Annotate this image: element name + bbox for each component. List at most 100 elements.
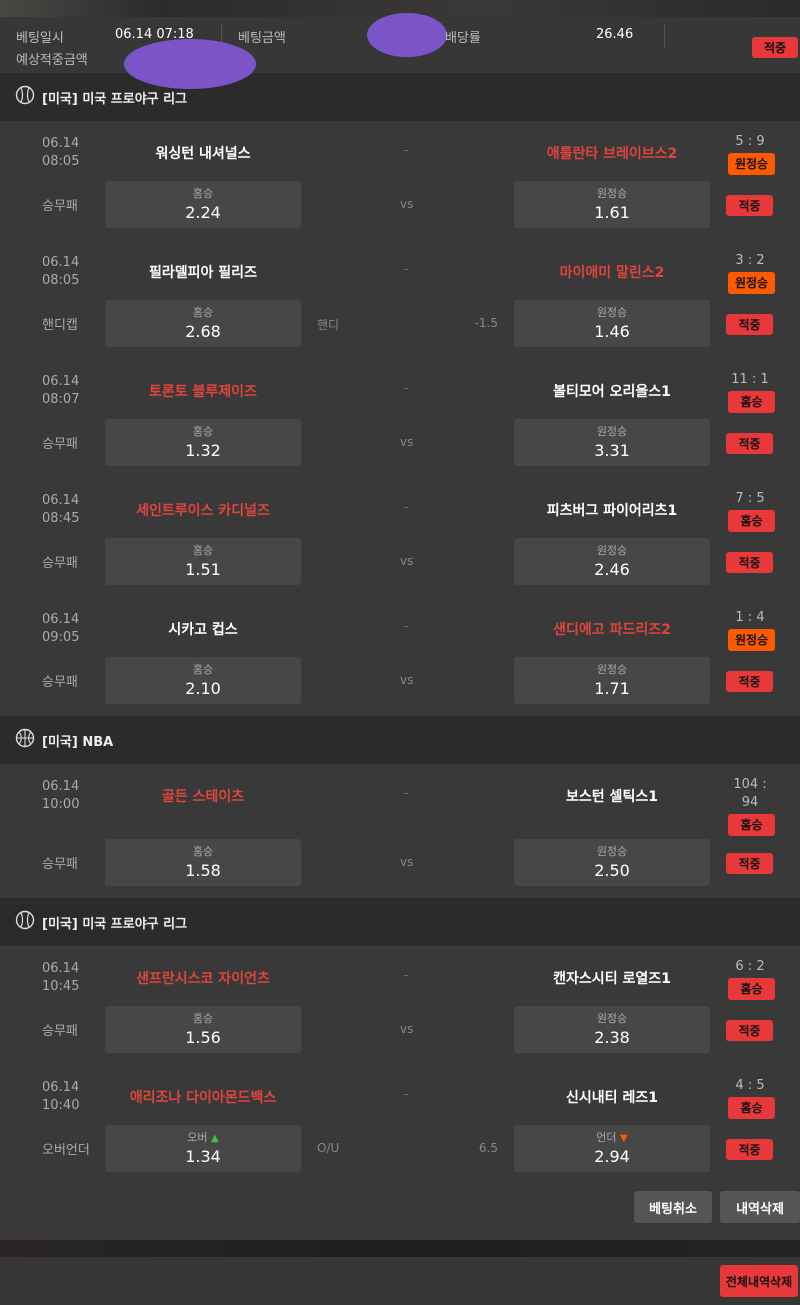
away-odds-button[interactable]: 원정승 1.71 bbox=[514, 657, 710, 704]
result-badge: 홈승 bbox=[728, 978, 775, 1000]
away-odds: 2.46 bbox=[594, 560, 630, 579]
line-value: -1.5 bbox=[474, 316, 498, 330]
away-odds: 1.71 bbox=[594, 679, 630, 698]
market-type: 승무패 bbox=[42, 199, 78, 214]
league-header: [미국] NBA bbox=[0, 716, 800, 764]
match-time: 10:40 bbox=[42, 1098, 80, 1113]
final-score: 5 : 9 원정승 bbox=[728, 133, 775, 175]
match-date: 06.14 bbox=[42, 612, 80, 627]
away-odds-button[interactable]: 원정승 2.38 bbox=[514, 1006, 710, 1053]
market-type: 승무패 bbox=[42, 437, 78, 452]
match-row: 06.14 10:00 골든 스테이츠 - 보스턴 셀틱스1 104 : 94 홈승… bbox=[0, 764, 800, 898]
home-odds-button[interactable]: 홈승 1.58 bbox=[105, 839, 301, 886]
home-odds: 2.10 bbox=[185, 679, 221, 698]
home-odds-button[interactable]: 홈승 1.56 bbox=[105, 1006, 301, 1053]
home-odds: 2.68 bbox=[185, 322, 221, 341]
score-text: 11 : 1 bbox=[731, 372, 769, 387]
away-odds-button[interactable]: 원정승 1.61 bbox=[514, 181, 710, 228]
away-option-label: 원정승 bbox=[596, 425, 628, 438]
match-datetime: 06.14 08:05 bbox=[42, 135, 79, 171]
away-odds-button[interactable]: 언더 ▼ 2.94 bbox=[514, 1125, 710, 1172]
home-option-label: 홈승 bbox=[192, 663, 214, 676]
match-datetime: 06.14 08:05 bbox=[42, 254, 79, 290]
match-datetime: 06.14 08:07 bbox=[42, 373, 79, 409]
delete-history-button[interactable]: 내역삭제 bbox=[720, 1191, 800, 1223]
home-odds-button[interactable]: 홈승 1.32 bbox=[105, 419, 301, 466]
home-odds: 1.56 bbox=[185, 1028, 221, 1047]
match-time: 10:00 bbox=[42, 797, 80, 812]
vs-label: vs bbox=[400, 673, 414, 687]
final-score: 4 : 5 홈승 bbox=[728, 1077, 775, 1119]
final-score: 1 : 4 원정승 bbox=[728, 609, 775, 651]
home-odds-button[interactable]: 홈승 2.24 bbox=[105, 181, 301, 228]
cancel-bet-button[interactable]: 베팅취소 bbox=[634, 1191, 712, 1223]
match-row: 06.14 09:05 시카고 컵스 - 샌디에고 파드리즈2 1 : 4 원정승 … bbox=[0, 597, 800, 716]
home-odds-button[interactable]: 홈승 2.68 bbox=[105, 300, 301, 347]
away-team: 마이애미 말린스2 bbox=[559, 265, 665, 281]
market-type: 승무패 bbox=[42, 556, 78, 571]
home-option-label: 오버 bbox=[187, 1131, 208, 1144]
bet-date-label: 베팅일시 bbox=[16, 31, 64, 46]
away-odds: 2.94 bbox=[594, 1147, 630, 1166]
away-odds-button[interactable]: 원정승 1.46 bbox=[514, 300, 710, 347]
arrow-up-icon: ▲ bbox=[211, 1133, 219, 1144]
away-odds-button[interactable]: 원정승 2.46 bbox=[514, 538, 710, 585]
top-banner bbox=[0, 0, 800, 17]
match-date: 06.14 bbox=[42, 779, 80, 794]
market-type: 승무패 bbox=[42, 1024, 78, 1039]
bet-list: [미국] 미국 프로야구 리그 06.14 08:05 워싱턴 내셔널스 - 애틀… bbox=[0, 73, 800, 1184]
final-score: 6 : 2 홈승 bbox=[728, 958, 775, 1000]
away-team: 샌디에고 파드리즈2 bbox=[553, 622, 671, 638]
match-row: 06.14 08:45 세인트루이스 카디널즈 - 피츠버그 파이어리츠1 7 :… bbox=[0, 478, 800, 597]
home-option-label: 홈승 bbox=[192, 1012, 214, 1025]
score-text: 5 : 9 bbox=[735, 134, 765, 149]
arrow-down-icon: ▼ bbox=[620, 1133, 628, 1144]
away-option-label: 원정승 bbox=[596, 306, 628, 319]
final-score: 7 : 5 홈승 bbox=[728, 490, 775, 532]
result-badge: 원정승 bbox=[728, 153, 775, 175]
footer: 전체내역삭제 bbox=[0, 1257, 800, 1305]
match-row: 06.14 10:40 애리조나 다이아몬드백스 - 신시내티 레즈1 4 : 5… bbox=[0, 1065, 800, 1184]
match-date: 06.14 bbox=[42, 374, 80, 389]
home-odds-button[interactable]: 홈승 2.10 bbox=[105, 657, 301, 704]
bet-amount-label: 베팅금액 bbox=[238, 31, 286, 46]
vs-label: vs bbox=[400, 1022, 414, 1036]
score-text: 3 : 2 bbox=[735, 253, 765, 268]
score-dash: - bbox=[404, 1087, 409, 1101]
home-odds-button[interactable]: 오버 ▲ 1.34 bbox=[105, 1125, 301, 1172]
away-odds-button[interactable]: 원정승 2.50 bbox=[514, 839, 710, 886]
hit-status-badge: 적중 bbox=[726, 853, 773, 874]
odds-value: 26.46 bbox=[596, 27, 634, 42]
hit-status-badge: 적중 bbox=[726, 195, 773, 216]
away-odds-button[interactable]: 원정승 3.31 bbox=[514, 419, 710, 466]
away-option-label: 원정승 bbox=[596, 663, 628, 676]
delete-all-history-button[interactable]: 전체내역삭제 bbox=[720, 1265, 798, 1297]
hit-status-badge: 적중 bbox=[726, 433, 773, 454]
divider bbox=[0, 1240, 800, 1257]
result-badge: 원정승 bbox=[728, 629, 775, 651]
match-time: 08:07 bbox=[42, 392, 80, 407]
hit-status-badge: 적중 bbox=[726, 1139, 773, 1160]
home-team: 애리조나 다이아몬드백스 bbox=[129, 1090, 277, 1106]
away-team: 피츠버그 파이어리츠1 bbox=[546, 503, 678, 519]
league-title: [미국] 미국 프로야구 리그 bbox=[42, 916, 188, 932]
market-mid-label: O/U bbox=[317, 1141, 340, 1155]
away-team: 캔자스시티 로열즈1 bbox=[553, 971, 671, 987]
away-option-label: 원정승 bbox=[596, 1012, 628, 1025]
away-team: 보스턴 셀틱스1 bbox=[566, 789, 658, 805]
score-text: 1 : 4 bbox=[735, 610, 765, 625]
bet-date-value: 06.14 07:18 bbox=[115, 27, 194, 42]
market-type: 승무패 bbox=[42, 857, 78, 872]
result-badge: 원정승 bbox=[728, 272, 775, 294]
final-score: 11 : 1 홈승 bbox=[728, 371, 775, 413]
home-odds-button[interactable]: 홈승 1.51 bbox=[105, 538, 301, 585]
score-dash: - bbox=[404, 619, 409, 633]
match-datetime: 06.14 08:45 bbox=[42, 492, 79, 528]
vs-label: vs bbox=[400, 855, 414, 869]
home-team: 세인트루이스 카디널즈 bbox=[136, 503, 270, 519]
market-type: 핸디캡 bbox=[42, 318, 78, 333]
away-odds: 1.46 bbox=[594, 322, 630, 341]
market-type: 승무패 bbox=[42, 675, 78, 690]
away-option-label: 원정승 bbox=[596, 845, 628, 858]
odds-label: 배당률 bbox=[445, 31, 481, 46]
